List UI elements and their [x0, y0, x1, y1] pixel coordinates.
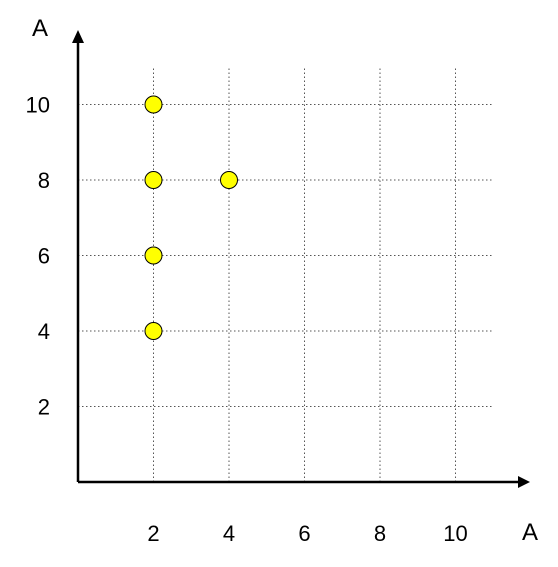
axes	[72, 30, 530, 488]
data-points	[144, 95, 238, 340]
x-tick-label: 4	[223, 521, 235, 546]
y-tick-label: 10	[26, 93, 50, 118]
grid	[78, 68, 494, 482]
data-point	[144, 246, 163, 265]
x-tick-label: 8	[374, 521, 386, 546]
y-tick-label: 2	[38, 395, 50, 420]
x-tick-label: 6	[298, 521, 310, 546]
x-axis-label: A	[522, 519, 538, 546]
data-point	[144, 171, 163, 189]
y-tick-label: 8	[38, 168, 50, 193]
x-tick-label: 10	[443, 521, 467, 546]
y-axis-label: A	[32, 15, 48, 42]
x-tick-label: 2	[147, 521, 159, 546]
data-point	[220, 171, 238, 189]
data-point	[144, 95, 163, 114]
y-tick-label: 4	[38, 319, 50, 344]
y-tick-labels: 2 4 6 8 10	[26, 93, 50, 420]
data-point	[144, 322, 163, 340]
x-axis-arrow	[518, 476, 530, 488]
y-tick-label: 6	[38, 244, 50, 269]
x-tick-labels: 2 4 6 8 10	[147, 521, 467, 546]
y-axis-arrow	[72, 30, 84, 43]
